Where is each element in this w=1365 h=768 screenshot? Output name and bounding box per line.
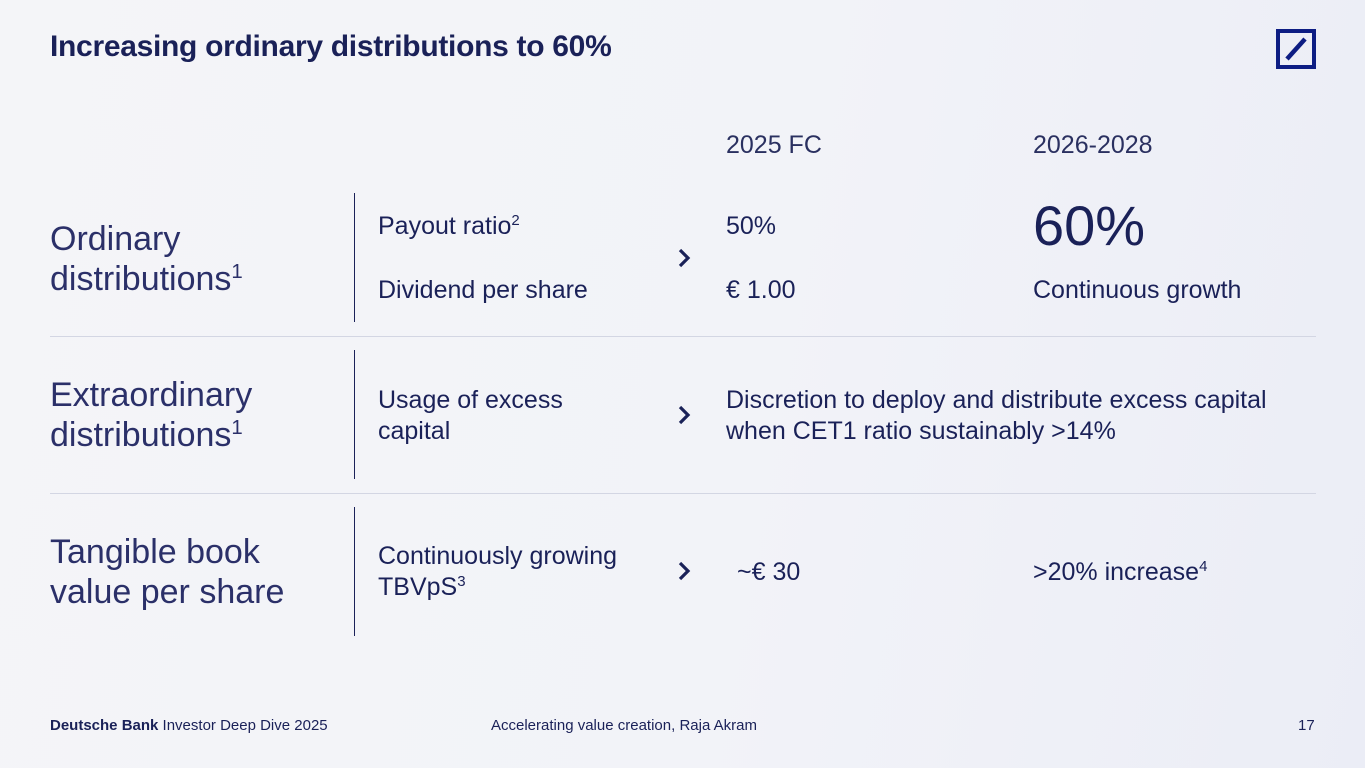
metric-dividend-per-share: Dividend per share (378, 276, 588, 304)
row-label-text: distributions (50, 260, 232, 298)
row-label-line: Ordinary (50, 220, 181, 258)
row-label-line: Extraordinary (50, 376, 253, 414)
column-header-2025: 2025 FC (726, 131, 822, 159)
row-divider-vertical (354, 507, 355, 636)
footer-event: Investor Deep Dive 2025 (162, 717, 328, 734)
row-label-line: value per share (50, 573, 285, 611)
footnote-ref: 1 (231, 260, 243, 283)
footnote-ref: 1 (231, 416, 243, 439)
metric-line: Usage of excess (378, 386, 563, 414)
row-label-text: distributions (50, 416, 232, 454)
footer-brand-event: Deutsche Bank Investor Deep Dive 2025 (50, 717, 328, 734)
row-label-line: Tangible book (50, 533, 260, 571)
row-divider-vertical (354, 350, 355, 479)
row-label-extraordinary: Extraordinary distributions1 (50, 375, 252, 455)
value-text: >20% increase (1033, 558, 1200, 586)
metric-line: Continuously growing (378, 542, 618, 570)
value-payout-2026: 60% (1033, 194, 1146, 257)
page-title: Increasing ordinary distributions to 60% (50, 30, 612, 63)
value-extraordinary-discretion: Discretion to deploy and distribute exce… (726, 385, 1267, 447)
deutsche-bank-logo-icon (1276, 29, 1316, 69)
row-divider-vertical (354, 193, 355, 322)
metric-text: TBVpS (378, 573, 458, 601)
row-separator (50, 493, 1316, 494)
page-number: 17 (1298, 717, 1315, 734)
metric-usage-excess-capital: Usage of excess capital (378, 385, 563, 447)
value-line: Discretion to deploy and distribute exce… (726, 386, 1267, 414)
metric-tbvps-growth: Continuously growing TBVpS3 (378, 541, 617, 603)
value-line: when CET1 ratio sustainably >14% (726, 417, 1116, 445)
chevron-right-icon (678, 248, 691, 268)
value-dividend-2025: € 1.00 (726, 276, 796, 304)
footer-brand: Deutsche Bank (50, 717, 159, 734)
footnote-ref: 3 (457, 573, 466, 590)
value-tbvps-2026: >20% increase4 (1033, 557, 1207, 588)
chevron-right-icon (678, 561, 691, 581)
metric-line: capital (378, 417, 451, 445)
footnote-ref: 2 (511, 212, 520, 229)
value-tbvps-2025: ~€ 30 (737, 558, 801, 586)
metric-text: Payout ratio (378, 212, 512, 240)
value-dividend-2026: Continuous growth (1033, 276, 1242, 304)
metric-line: TBVpS3 (378, 572, 617, 603)
metric-payout-ratio: Payout ratio2 (378, 211, 520, 242)
footer-subtitle: Accelerating value creation, Raja Akram (491, 717, 757, 734)
row-label-tbvps: Tangible book value per share (50, 532, 284, 612)
row-separator (50, 336, 1316, 337)
footnote-ref: 4 (1199, 558, 1208, 575)
row-label-line: distributions1 (50, 415, 252, 455)
value-payout-2025: 50% (726, 212, 777, 240)
row-label-line: distributions1 (50, 259, 243, 299)
logo-slash-icon (1285, 37, 1307, 61)
row-label-ordinary: Ordinary distributions1 (50, 219, 243, 299)
column-header-2026-2028: 2026-2028 (1033, 131, 1153, 159)
chevron-right-icon (678, 405, 691, 425)
